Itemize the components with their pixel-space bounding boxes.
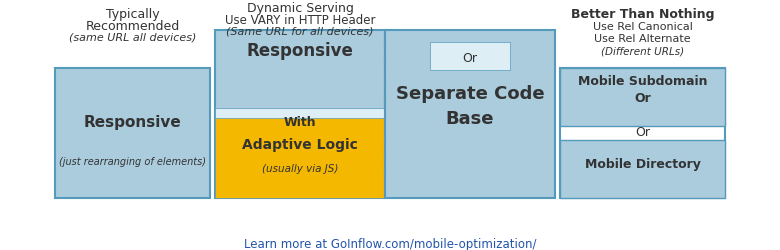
Bar (430, 42, 510, 70)
Text: (Different URLs): (Different URLs) (601, 46, 684, 56)
Text: Adaptive Logic: Adaptive Logic (242, 138, 358, 152)
Bar (215, 108, 385, 138)
Bar (560, 68, 725, 126)
Bar (215, 118, 385, 198)
Bar (55, 68, 210, 198)
Text: Use VARY in HTTP Header: Use VARY in HTTP Header (225, 14, 375, 27)
Text: (usually via JS): (usually via JS) (262, 164, 339, 174)
Text: Dynamic Serving: Dynamic Serving (246, 2, 353, 15)
Text: Use Rel Canonical: Use Rel Canonical (593, 22, 693, 32)
Text: Mobile Subdomain
Or: Mobile Subdomain Or (578, 75, 707, 105)
Text: Responsive: Responsive (83, 115, 182, 130)
Text: Typically: Typically (105, 8, 159, 21)
Bar (560, 68, 725, 198)
Text: Mobile Directory: Mobile Directory (584, 158, 700, 171)
Text: Recommended: Recommended (85, 20, 179, 33)
Text: (Same URL for all devices): (Same URL for all devices) (226, 26, 374, 36)
Text: Or: Or (635, 126, 650, 140)
Text: (same URL all devices): (same URL all devices) (69, 33, 197, 43)
Text: Separate Code
Base: Separate Code Base (395, 85, 544, 128)
Text: Better Than Nothing: Better Than Nothing (571, 8, 714, 21)
Text: (just rearranging of elements): (just rearranging of elements) (59, 156, 206, 166)
Bar (215, 30, 385, 198)
Bar (560, 140, 725, 198)
Text: With: With (284, 116, 317, 129)
Text: Learn more at GoInflow.com/mobile-optimization/: Learn more at GoInflow.com/mobile-optimi… (243, 238, 537, 250)
Text: Responsive: Responsive (246, 42, 353, 60)
Bar (385, 30, 555, 198)
Text: Or: Or (463, 52, 477, 65)
Text: Use Rel Alternate: Use Rel Alternate (594, 34, 691, 44)
